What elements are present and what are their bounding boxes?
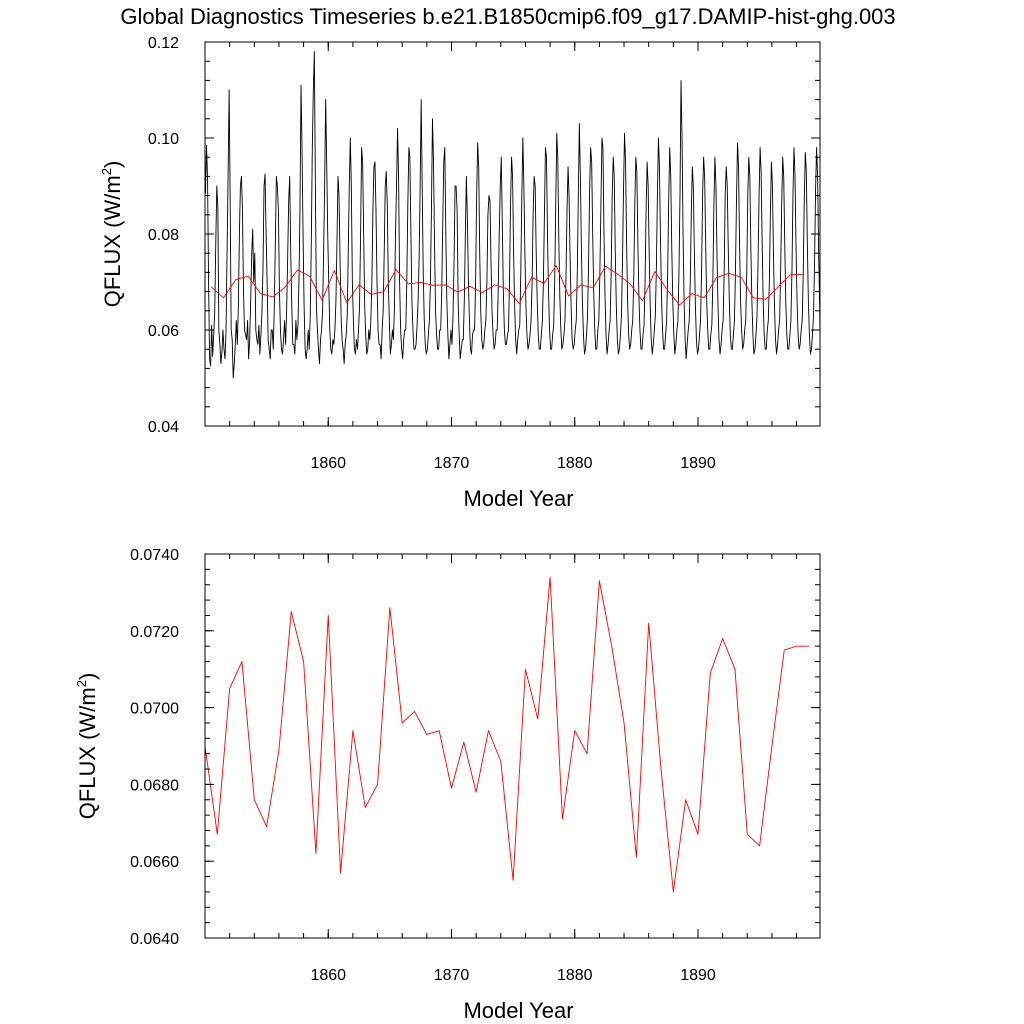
x-axis-title: Model Year xyxy=(463,998,573,1023)
x-tick-label: 1880 xyxy=(557,455,593,472)
series-line-annual xyxy=(210,265,803,306)
y-tick-label: 0.0700 xyxy=(130,701,179,718)
series-line-annual xyxy=(204,576,809,893)
y-axis-title-superscript: 2 xyxy=(74,680,89,687)
y-tick-label: 0.06 xyxy=(148,323,179,340)
y-tick-label: 0.04 xyxy=(148,419,179,436)
figure-title: Global Diagnostics Timeseries b.e21.B185… xyxy=(120,4,895,29)
y-axis-title-superscript: 2 xyxy=(99,168,114,175)
x-tick-label: 1890 xyxy=(680,967,716,984)
x-tick-label: 1870 xyxy=(434,455,470,472)
plot-frame xyxy=(204,553,821,939)
y-axis-title-close: ) xyxy=(75,673,100,680)
x-tick-label: 1880 xyxy=(557,967,593,984)
y-tick-label: 0.12 xyxy=(148,35,179,52)
y-axis-title-text: QFLUX (W/m xyxy=(75,687,100,819)
chart-panel-bottom: 1860 1870 1880 1890 0.0640 0.0660 0.0680 0.0700… xyxy=(74,547,821,1023)
y-axis-title: QFLUX (W/m2) xyxy=(74,673,100,820)
y-axis-title-close: ) xyxy=(100,161,125,168)
y-tick-label: 0.10 xyxy=(148,131,179,148)
y-tick-label: 0.0660 xyxy=(130,854,179,871)
y-axis-title: QFLUX (W/m2) xyxy=(99,161,125,308)
x-tick-label: 1860 xyxy=(310,967,346,984)
x-tick-label: 1870 xyxy=(434,967,470,984)
y-tick-label: 0.0720 xyxy=(130,624,179,641)
x-tick-label: 1890 xyxy=(680,455,716,472)
y-tick-label: 0.08 xyxy=(148,227,179,244)
y-tick-label: 0.0640 xyxy=(130,931,179,948)
y-tick-label: 0.0680 xyxy=(130,777,179,794)
chart-panel-top: 1860 1870 1880 1890 0.04 0.06 0.08 0.10 0.12 Mode… xyxy=(99,35,821,511)
y-axis-title-text: QFLUX (W/m xyxy=(100,175,125,307)
x-axis-title: Model Year xyxy=(463,486,573,511)
x-tick-label: 1860 xyxy=(310,455,346,472)
series-line-monthly xyxy=(205,51,821,379)
y-tick-label: 0.0740 xyxy=(130,547,179,564)
